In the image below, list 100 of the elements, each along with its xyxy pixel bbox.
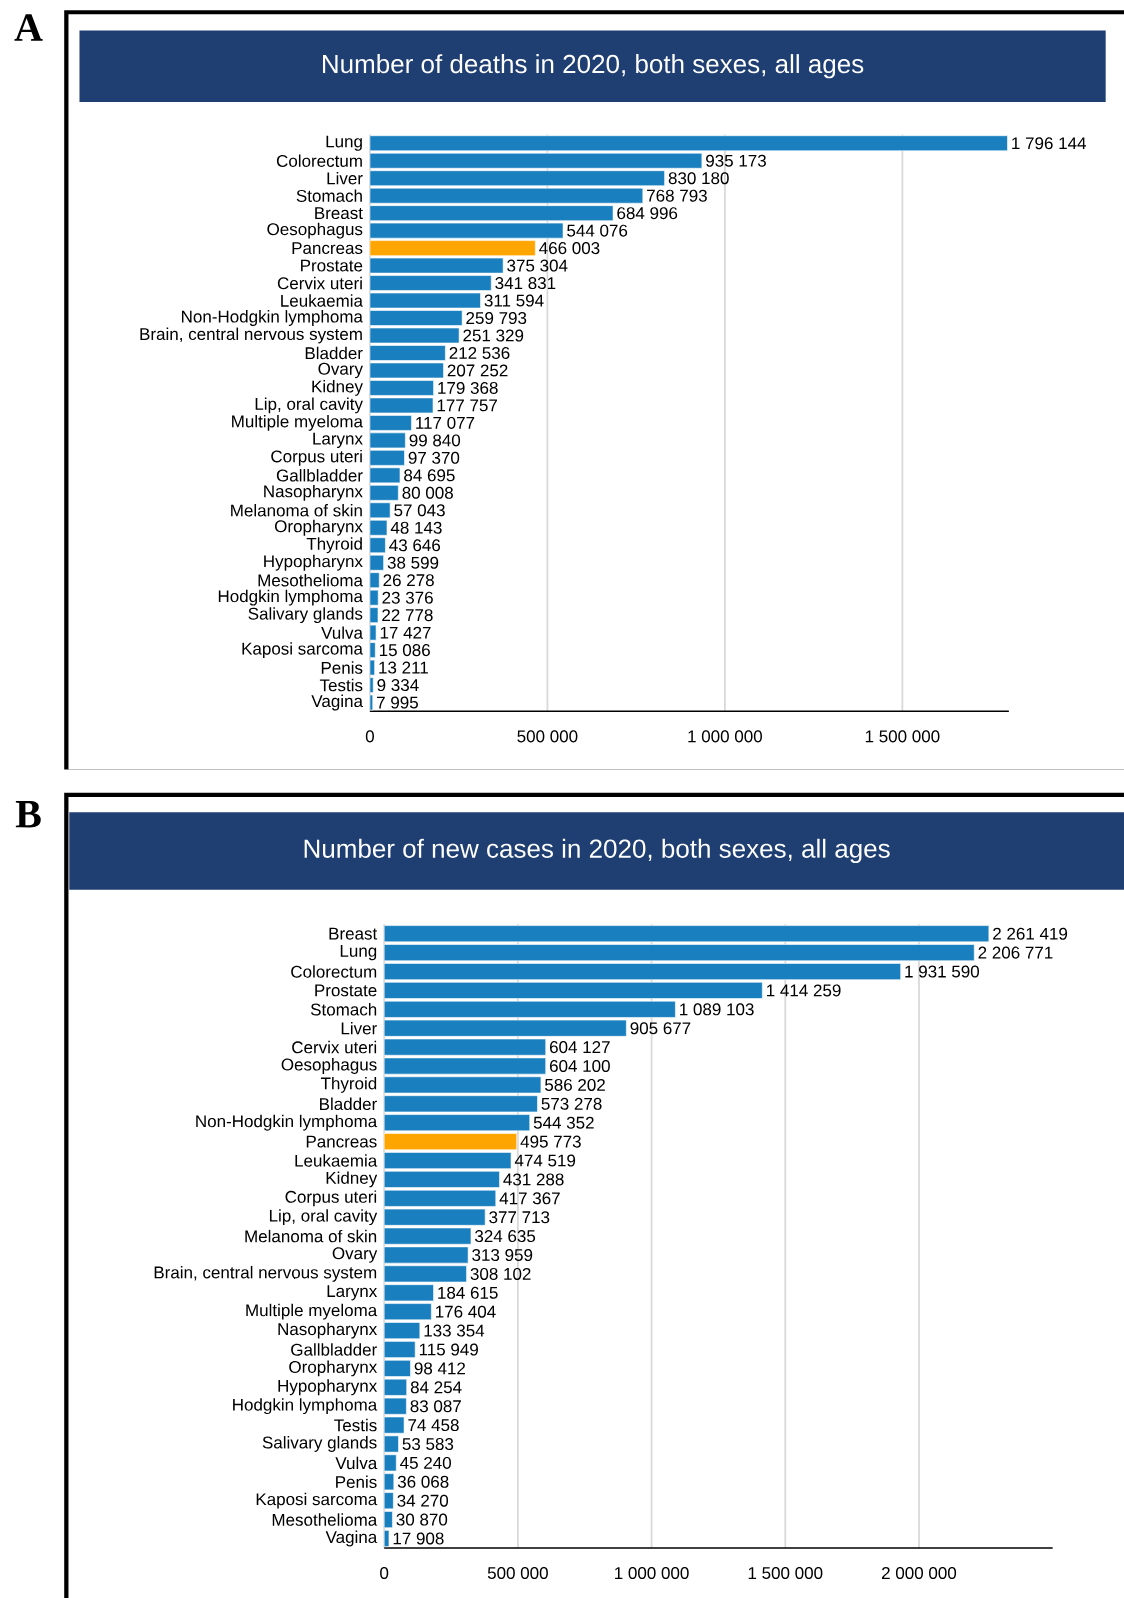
y-tick-label: Vagina — [311, 694, 363, 711]
bar — [383, 982, 763, 999]
text: B — [15, 801, 41, 828]
data-label: 604 100 — [549, 1060, 610, 1073]
x-tick-label: 1 500 000 — [748, 1567, 823, 1580]
data-label: 1 931 590 — [905, 965, 980, 978]
y-tick-label: Nasopharynx — [264, 484, 363, 501]
y-tick-label: Gallbladder — [276, 469, 363, 482]
data-label: 184 615 — [438, 1286, 498, 1299]
y-tick-label: Hypopharynx — [264, 554, 363, 571]
text: A — [14, 14, 43, 41]
y-tick-label: Liver — [341, 1021, 377, 1035]
data-label: 212 536 — [449, 346, 510, 359]
y-tick-label: Vulva — [321, 626, 363, 639]
data-label: 2 206 771 — [978, 946, 1053, 959]
data-label: 377 713 — [489, 1211, 550, 1224]
data-label: 9 334 — [377, 679, 419, 692]
y-tick-label: Melanoma of skin — [245, 1229, 377, 1243]
data-label: 17 908 — [393, 1532, 444, 1545]
y-tick-label: Kaposi sarcoma — [242, 642, 363, 659]
y-tick-label: Mesothelioma — [258, 573, 363, 587]
data-label: 13 211 — [379, 661, 428, 674]
y-tick-label: Kidney — [312, 380, 363, 396]
y-tick-label: Thyroid — [320, 1076, 377, 1093]
y-tick-label: Hodgkin lymphoma — [218, 589, 363, 606]
data-label: 1 414 259 — [767, 984, 841, 997]
data-label: 905 677 — [630, 1022, 691, 1035]
y-tick-label: Brain, central nervous system — [154, 1265, 377, 1282]
y-tick-label: Cervix uteri — [292, 1040, 377, 1054]
data-label: 133 354 — [424, 1324, 485, 1337]
data-label: 544 076 — [567, 224, 628, 237]
x-tick-label: 1 000 000 — [615, 1567, 689, 1580]
y-tick-label: Thyroid — [306, 537, 362, 554]
y-tick-label: Lip, oral cavity — [255, 397, 363, 414]
data-label: 48 143 — [390, 521, 442, 534]
x-tick-label: 500 000 — [487, 1567, 548, 1580]
y-tick-label: Colorectum — [276, 154, 362, 167]
data-label: 57 043 — [394, 504, 445, 517]
data-label: 1 796 144 — [1012, 137, 1087, 150]
y-tick-label: Lung — [326, 135, 362, 151]
y-tick-label: Gallbladder — [291, 1343, 377, 1356]
y-tick-label: Breast — [315, 207, 363, 220]
chart-title: Number of new cases in 2020, both sexes, all ages — [304, 838, 890, 864]
data-label: 38 599 — [387, 556, 439, 569]
y-tick-label: Corpus uteri — [271, 449, 362, 466]
data-label: 117 077 — [416, 416, 475, 429]
y-tick-label: Non-Hodgkin lymphoma — [196, 1114, 378, 1131]
data-label: 544 352 — [533, 1116, 594, 1129]
y-tick-label: Hodgkin lymphoma — [233, 1398, 378, 1415]
data-label: 604 127 — [550, 1041, 610, 1054]
y-tick-label: Prostate — [301, 259, 363, 272]
y-tick-label: Multiple myeloma — [232, 414, 363, 431]
data-label: 7 995 — [377, 696, 418, 709]
data-label: 313 959 — [472, 1249, 533, 1262]
data-label: 573 278 — [541, 1097, 602, 1110]
data-label: 768 793 — [647, 189, 707, 202]
y-tick-label: Multiple myeloma — [246, 1303, 378, 1320]
y-tick-label: Prostate — [315, 984, 377, 997]
data-label: 53 583 — [402, 1438, 454, 1451]
data-label: 83 087 — [410, 1400, 461, 1413]
y-tick-label: Stomach — [296, 189, 362, 202]
y-tick-label: Bladder — [320, 1097, 377, 1111]
x-tick-label: 1 500 000 — [865, 730, 940, 743]
data-label: 830 180 — [668, 172, 729, 185]
y-tick-label: Lung — [340, 945, 377, 961]
x-tick-label: 500 000 — [517, 730, 578, 743]
y-tick-label: Penis — [336, 1475, 377, 1489]
y-tick-label: Oropharynx — [274, 519, 363, 536]
y-tick-label: Salivary glands — [248, 607, 363, 624]
chart-title: Number of deaths in 2020, both sexes, all ages — [322, 54, 864, 79]
y-tick-label: Kaposi sarcoma — [256, 1492, 378, 1509]
x-tick-label: 1 000 000 — [688, 730, 763, 743]
data-label: 308 102 — [470, 1267, 531, 1280]
data-label: 2 261 419 — [993, 927, 1068, 940]
y-tick-label: Melanoma of skin — [231, 504, 362, 517]
data-label: 36 068 — [397, 1475, 449, 1488]
bar — [369, 135, 1008, 152]
data-label: 1 089 103 — [680, 1003, 754, 1016]
y-tick-label: Breast — [329, 927, 378, 940]
y-tick-label: Penis — [321, 661, 363, 674]
data-label: 495 773 — [520, 1135, 581, 1148]
data-label: 80 008 — [402, 486, 453, 499]
data-label: 34 270 — [397, 1494, 449, 1507]
y-tick-label: Brain, central nervous system — [140, 327, 362, 344]
y-tick-label: Nasopharynx — [278, 1322, 378, 1339]
data-label: 474 519 — [514, 1154, 576, 1167]
y-tick-label: Corpus uteri — [285, 1190, 377, 1207]
y-tick-label: Vulva — [335, 1456, 378, 1470]
data-label: 99 840 — [409, 434, 461, 447]
data-label: 97 370 — [408, 451, 460, 464]
y-tick-label: Kidney — [326, 1171, 378, 1188]
data-label: 586 202 — [545, 1078, 605, 1091]
data-label: 207 252 — [447, 364, 508, 377]
data-label: 45 240 — [400, 1456, 451, 1469]
x-tick-label: 0 — [365, 730, 374, 743]
data-label: 98 412 — [414, 1362, 466, 1375]
bar — [383, 1322, 421, 1340]
data-label: 324 635 — [475, 1230, 536, 1243]
bar — [383, 1359, 411, 1377]
bar — [383, 1170, 500, 1188]
